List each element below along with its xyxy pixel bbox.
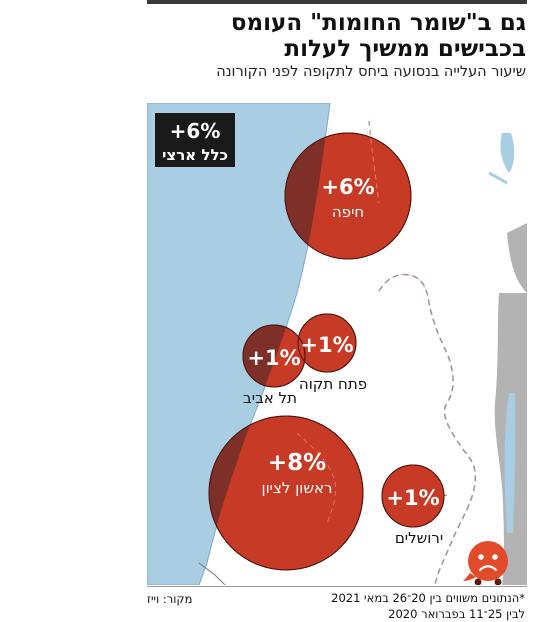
- headline: גם ב"שומר החומות" העומס בכבישים ממשיך לע…: [230, 10, 526, 62]
- river: [488, 171, 508, 185]
- footnote-line-2: לבין 25־11 בפברואר 2020: [388, 607, 525, 621]
- change-petah-tikva: +1%: [300, 333, 353, 357]
- change-haifa: +6%: [321, 175, 374, 199]
- national-value: +6%: [170, 119, 221, 143]
- gaza-border: [198, 562, 226, 585]
- bottom-rule: [147, 586, 527, 587]
- footnote: *הנתונים משווים בין 20־26 במאי 2021 לבין…: [285, 590, 525, 622]
- city-tel-aviv: תל אביב: [243, 389, 297, 407]
- waze-icon: [463, 541, 508, 585]
- top-rule: [147, 0, 527, 4]
- change-tel-aviv: +1%: [247, 346, 300, 370]
- footnote-line-1: *הנתונים משווים בין 20־26 במאי 2021: [331, 591, 525, 605]
- lake-kinneret: [500, 133, 515, 173]
- national-badge: [155, 113, 235, 167]
- city-rishon-lezion: ראשון לציון: [261, 479, 332, 497]
- change-jerusalem: +1%: [386, 486, 439, 510]
- city-jerusalem: ירושלים: [395, 529, 443, 547]
- dead-sea: [504, 393, 516, 533]
- map-svg: +6% כלל ארצי: [147, 103, 527, 585]
- source-credit: מקור: וייז: [147, 592, 193, 606]
- east-region-north: [507, 223, 527, 293]
- green-line-border: [378, 273, 477, 585]
- subheadline: שיעור העלייה בנסועה ביחס לתקופה לפני הקו…: [216, 64, 526, 80]
- change-rishon-lezion: +8%: [268, 450, 326, 476]
- city-haifa: חיפה: [332, 203, 364, 221]
- map-area: +6% כלל ארצי: [147, 103, 527, 585]
- national-label: כלל ארצי: [162, 146, 228, 164]
- city-petah-tikva: פתח תקוה: [299, 375, 367, 393]
